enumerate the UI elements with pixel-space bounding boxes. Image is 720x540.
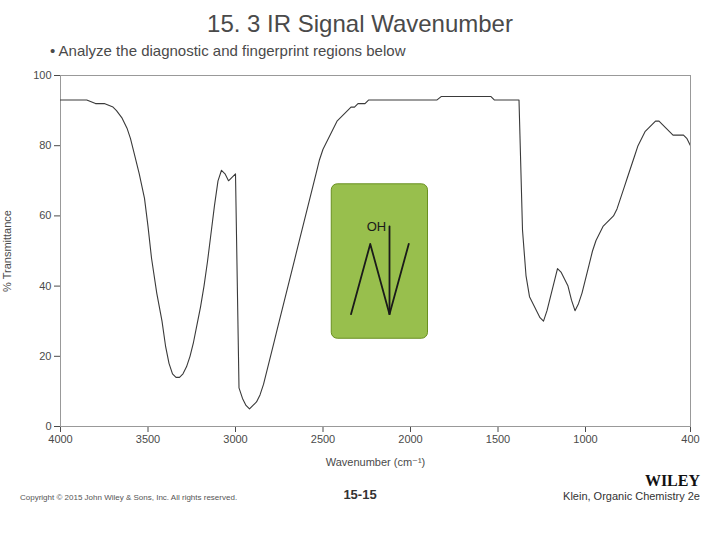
html-text:Klein, Organic Chemistry 2e: Klein, Organic Chemistry 2e xyxy=(563,490,700,502)
svg-text:0: 0 xyxy=(45,420,51,432)
html-text:15-15: 15-15 xyxy=(343,487,377,502)
svg-text:Wavenumber (cm⁻¹): Wavenumber (cm⁻¹) xyxy=(326,456,426,468)
svg-text:3500: 3500 xyxy=(136,433,160,445)
svg-text:4000: 4000 xyxy=(48,433,72,445)
html-text:• Analyze the diagnostic and f: • Analyze the diagnostic and fingerprint… xyxy=(50,42,406,59)
svg-text:OH: OH xyxy=(367,219,387,234)
svg-text:% Transmittance: % Transmittance xyxy=(1,210,13,292)
html-text:Copyright © 2015 John Wiley &: Copyright © 2015 John Wiley & Sons, Inc.… xyxy=(20,493,238,502)
svg-text:400: 400 xyxy=(681,433,699,445)
svg-text:60: 60 xyxy=(39,209,51,221)
svg-text:100: 100 xyxy=(33,69,51,81)
svg-text:2500: 2500 xyxy=(311,433,335,445)
html-text:15. 3 IR Signal Wavenumber: 15. 3 IR Signal Wavenumber xyxy=(207,10,513,37)
svg-text:40: 40 xyxy=(39,280,51,292)
svg-text:3000: 3000 xyxy=(223,433,247,445)
svg-text:1500: 1500 xyxy=(486,433,510,445)
svg-text:2000: 2000 xyxy=(398,433,422,445)
svg-text:1000: 1000 xyxy=(573,433,597,445)
svg-text:20: 20 xyxy=(39,350,51,362)
svg-text:80: 80 xyxy=(39,139,51,151)
html-text:WILEY: WILEY xyxy=(644,472,700,489)
